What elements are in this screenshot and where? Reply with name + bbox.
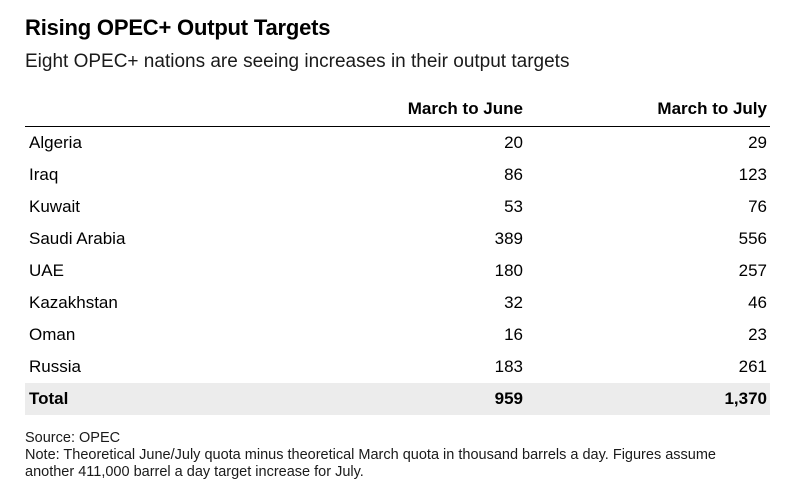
table-row-saudi-arabia: Saudi Arabia 389 556	[25, 223, 770, 255]
output-targets-table: March to June March to July Algeria 20 2…	[25, 92, 770, 415]
table-row-algeria: Algeria 20 29	[25, 127, 770, 159]
march-to-july-cell: 76	[748, 197, 767, 216]
march-to-june-cell: 183	[494, 357, 523, 376]
march-to-june-cell: 86	[504, 165, 523, 184]
column-header-march-to-june: March to June	[407, 99, 523, 118]
table-row-kuwait: Kuwait 53 76	[25, 191, 770, 223]
country-cell: Iraq	[29, 165, 59, 184]
table-row-oman: Oman 16 23	[25, 319, 770, 351]
table-header-row: March to June March to July	[25, 92, 770, 127]
total-march-to-july: 1,370	[724, 389, 767, 408]
country-cell: Kazakhstan	[29, 293, 118, 312]
march-to-june-cell: 389	[494, 229, 523, 248]
table-row-iraq: Iraq 86 123	[25, 159, 770, 191]
chart-footer: Source: OPEC Note: Theoretical June/July…	[25, 430, 765, 481]
country-cell: Algeria	[29, 133, 82, 152]
country-cell: Russia	[29, 357, 81, 376]
chart-subtitle: Eight OPEC+ nations are seeing increases…	[25, 51, 570, 72]
country-cell: Saudi Arabia	[29, 229, 126, 248]
march-to-july-cell: 29	[748, 133, 767, 152]
total-label: Total	[29, 389, 69, 408]
country-cell: Oman	[29, 325, 76, 344]
march-to-july-cell: 257	[738, 261, 767, 280]
march-to-june-cell: 53	[504, 197, 523, 216]
country-cell: UAE	[29, 261, 64, 280]
march-to-june-cell: 180	[494, 261, 523, 280]
source-note: Source: OPEC	[25, 430, 121, 446]
march-to-july-cell: 556	[738, 229, 767, 248]
column-header-march-to-july: March to July	[657, 99, 767, 118]
total-march-to-june: 959	[494, 389, 523, 408]
march-to-june-cell: 16	[504, 325, 523, 344]
table-row-kazakhstan: Kazakhstan 32 46	[25, 287, 770, 319]
march-to-july-cell: 261	[738, 357, 767, 376]
methodology-note: Note: Theoretical June/July quota minus …	[25, 447, 717, 480]
country-cell: Kuwait	[29, 197, 81, 216]
march-to-june-cell: 32	[504, 293, 523, 312]
table-row-uae: UAE 180 257	[25, 255, 770, 287]
chart-title: Rising OPEC+ Output Targets	[25, 15, 331, 40]
march-to-july-cell: 123	[738, 165, 767, 184]
table-row-russia: Russia 183 261	[25, 351, 770, 383]
march-to-july-cell: 46	[748, 293, 767, 312]
table-total-row: Total 959 1,370	[25, 383, 770, 415]
march-to-june-cell: 20	[504, 133, 523, 152]
march-to-july-cell: 23	[748, 325, 767, 344]
